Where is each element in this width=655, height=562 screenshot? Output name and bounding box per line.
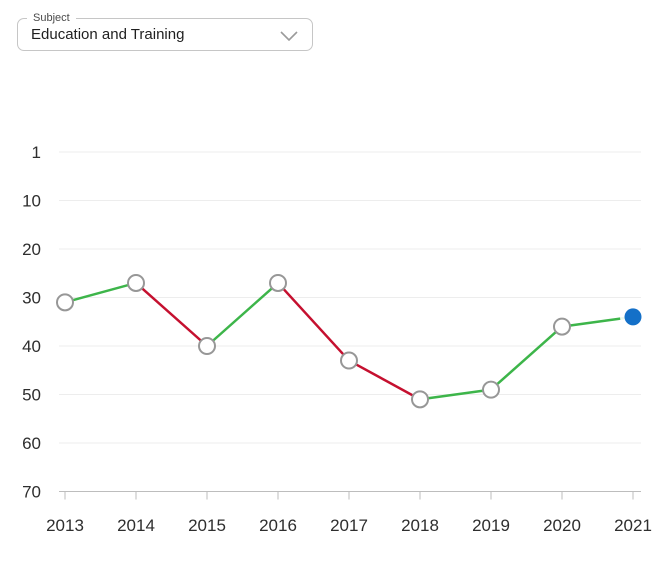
data-point-2017[interactable] [340,351,358,370]
y-axis-tick-label: 70 [22,483,41,502]
subject-select[interactable]: Subject Education and Training [17,12,313,51]
y-axis-tick-label: 30 [22,289,41,308]
data-point-2021-current[interactable] [624,308,642,326]
x-axis-year-label: 2013 [46,516,84,535]
trend-segment-declining [347,359,422,401]
data-point-2020[interactable] [553,317,571,336]
x-axis-year-label: 2017 [330,516,368,535]
trend-segment-declining [134,281,209,348]
y-axis-tick-label: 40 [22,337,41,356]
data-point-2016[interactable] [269,273,287,292]
data-point-2015[interactable] [198,337,216,355]
x-axis-year-label: 2021 [614,516,652,535]
y-axis-tick-label: 20 [22,240,41,259]
y-axis-tick-label: 60 [22,434,41,453]
trend-segment-improving [205,281,280,348]
subject-select-value: Education and Training [31,26,185,43]
trend-segment-improving [418,388,493,401]
y-axis-tick-label: 1 [32,143,41,162]
y-axis-tick-label: 10 [22,192,41,211]
data-point-2019[interactable] [482,380,500,399]
subject-select-label: Subject [27,12,76,25]
data-point-2013[interactable] [56,293,74,312]
chevron-down-icon [280,31,298,41]
data-point-2018[interactable] [411,390,429,409]
x-axis-year-label: 2014 [117,516,155,535]
x-axis-year-label: 2018 [401,516,439,535]
x-axis-year-label: 2015 [188,516,226,535]
x-axis-year-label: 2016 [259,516,297,535]
x-axis-year-label: 2019 [472,516,510,535]
x-axis-year-label: 2020 [543,516,581,535]
trend-segment-declining [276,281,351,362]
y-axis-tick-label: 50 [22,386,41,405]
trend-segment-improving [63,281,138,304]
data-point-2014[interactable] [127,273,145,292]
trend-segment-improving [489,325,564,391]
